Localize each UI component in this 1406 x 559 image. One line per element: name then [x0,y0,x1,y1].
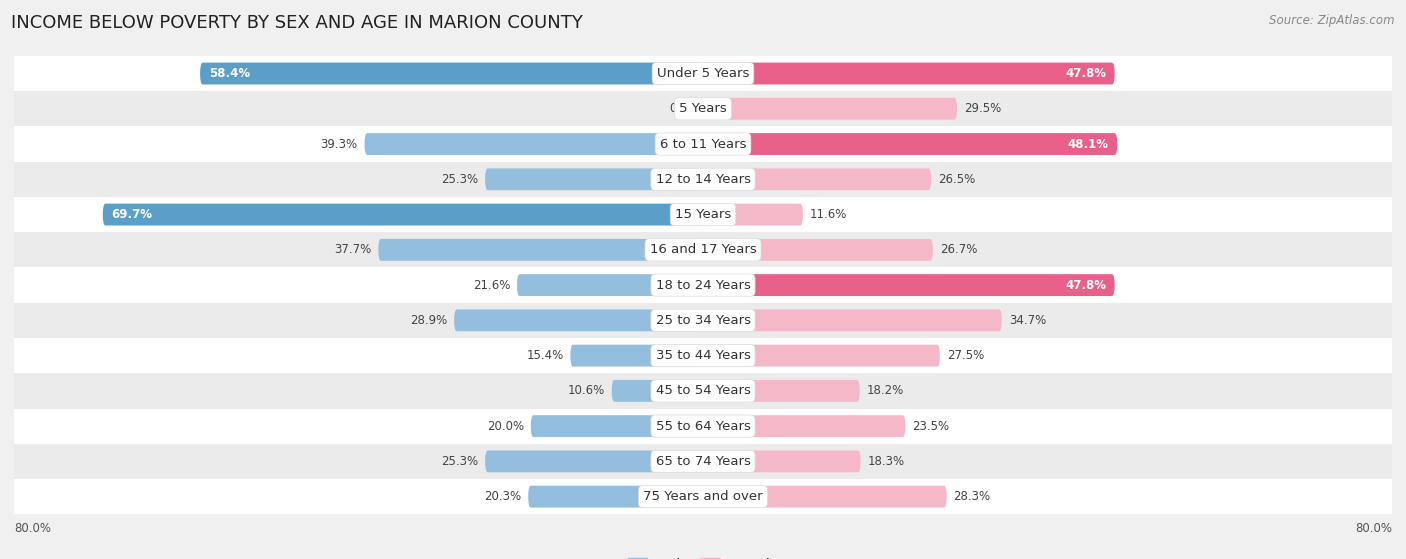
Text: 20.0%: 20.0% [486,420,524,433]
Text: 6 to 11 Years: 6 to 11 Years [659,138,747,150]
Bar [14,232,1392,267]
FancyBboxPatch shape [529,486,703,508]
FancyBboxPatch shape [703,133,1118,155]
Text: 27.5%: 27.5% [946,349,984,362]
Text: 25.3%: 25.3% [441,173,478,186]
Text: 48.1%: 48.1% [1067,138,1108,150]
FancyBboxPatch shape [454,310,703,331]
FancyBboxPatch shape [517,274,703,296]
Text: 26.5%: 26.5% [938,173,976,186]
FancyBboxPatch shape [703,486,946,508]
Bar [14,91,1392,126]
Bar [14,267,1392,303]
Text: 80.0%: 80.0% [14,522,51,535]
Text: 25 to 34 Years: 25 to 34 Years [655,314,751,327]
Bar [14,373,1392,409]
Text: 12 to 14 Years: 12 to 14 Years [655,173,751,186]
FancyBboxPatch shape [485,451,703,472]
Text: 5 Years: 5 Years [679,102,727,115]
Text: 47.8%: 47.8% [1064,67,1107,80]
FancyBboxPatch shape [703,98,957,120]
FancyBboxPatch shape [378,239,703,260]
Bar [14,197,1392,232]
Text: 23.5%: 23.5% [912,420,949,433]
Text: 28.3%: 28.3% [953,490,991,503]
FancyBboxPatch shape [364,133,703,155]
Text: 26.7%: 26.7% [939,243,977,257]
Text: 55 to 64 Years: 55 to 64 Years [655,420,751,433]
FancyBboxPatch shape [485,168,703,190]
Text: 18.3%: 18.3% [868,455,904,468]
Text: 45 to 54 Years: 45 to 54 Years [655,385,751,397]
Bar [14,444,1392,479]
Bar [14,303,1392,338]
FancyBboxPatch shape [703,310,1002,331]
Bar [14,56,1392,91]
Text: 75 Years and over: 75 Years and over [643,490,763,503]
Text: 16 and 17 Years: 16 and 17 Years [650,243,756,257]
FancyBboxPatch shape [703,380,859,402]
Text: 0.0%: 0.0% [669,102,699,115]
Text: 37.7%: 37.7% [335,243,371,257]
Text: INCOME BELOW POVERTY BY SEX AND AGE IN MARION COUNTY: INCOME BELOW POVERTY BY SEX AND AGE IN M… [11,14,583,32]
Text: 15.4%: 15.4% [526,349,564,362]
FancyBboxPatch shape [703,274,1115,296]
Text: 18 to 24 Years: 18 to 24 Years [655,278,751,292]
FancyBboxPatch shape [703,63,1115,84]
FancyBboxPatch shape [703,345,939,367]
Text: 29.5%: 29.5% [965,102,1001,115]
Text: 20.3%: 20.3% [484,490,522,503]
Text: 69.7%: 69.7% [111,208,152,221]
Text: Source: ZipAtlas.com: Source: ZipAtlas.com [1270,14,1395,27]
Text: 25.3%: 25.3% [441,455,478,468]
FancyBboxPatch shape [703,203,803,225]
FancyBboxPatch shape [200,63,703,84]
Bar [14,409,1392,444]
Text: 11.6%: 11.6% [810,208,848,221]
Bar [14,338,1392,373]
Text: 15 Years: 15 Years [675,208,731,221]
FancyBboxPatch shape [612,380,703,402]
Text: 58.4%: 58.4% [208,67,250,80]
FancyBboxPatch shape [531,415,703,437]
Text: 65 to 74 Years: 65 to 74 Years [655,455,751,468]
Text: 34.7%: 34.7% [1008,314,1046,327]
Bar [14,126,1392,162]
FancyBboxPatch shape [703,415,905,437]
Text: 80.0%: 80.0% [1355,522,1392,535]
FancyBboxPatch shape [571,345,703,367]
Text: 10.6%: 10.6% [568,385,605,397]
Text: 28.9%: 28.9% [411,314,447,327]
Text: 35 to 44 Years: 35 to 44 Years [655,349,751,362]
Text: 47.8%: 47.8% [1064,278,1107,292]
FancyBboxPatch shape [703,451,860,472]
Legend: Male, Female: Male, Female [623,552,783,559]
FancyBboxPatch shape [703,239,934,260]
Text: Under 5 Years: Under 5 Years [657,67,749,80]
Text: 21.6%: 21.6% [472,278,510,292]
Bar [14,162,1392,197]
Text: 18.2%: 18.2% [866,385,904,397]
FancyBboxPatch shape [103,203,703,225]
Text: 39.3%: 39.3% [321,138,357,150]
FancyBboxPatch shape [703,168,931,190]
Bar [14,479,1392,514]
